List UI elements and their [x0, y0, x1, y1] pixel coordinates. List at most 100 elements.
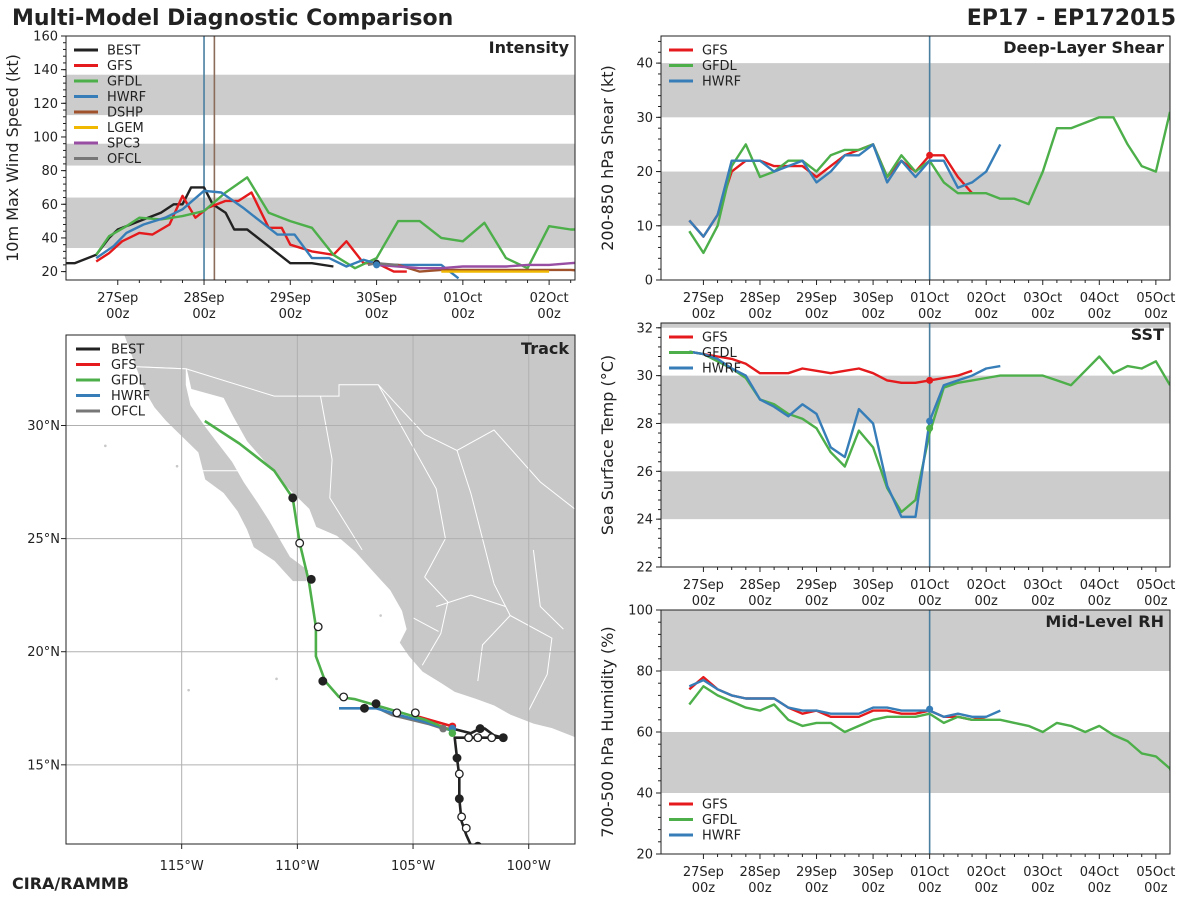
lon-label: 105°W	[391, 859, 435, 874]
x-tick-day: 01Oct	[443, 291, 482, 306]
island	[275, 677, 278, 681]
shade-band	[661, 323, 1170, 328]
x-tick-hour: 00z	[918, 881, 942, 896]
y-tick-label: 32	[636, 321, 653, 336]
x-tick-day: 29Sep	[796, 865, 837, 880]
y-tick-label: 20	[41, 265, 58, 280]
x-tick-hour: 00z	[805, 594, 829, 609]
legend-label: GFDL	[702, 346, 738, 361]
state-border	[320, 396, 363, 551]
legend-label: HWRF	[702, 829, 741, 844]
state-border	[509, 615, 553, 711]
series-gfs	[95, 191, 407, 273]
track-point	[313, 622, 323, 632]
plot-frame	[65, 334, 576, 845]
y-tick-label: 24	[636, 513, 653, 528]
y-tick-label: 80	[636, 665, 653, 680]
track-hwrf	[339, 707, 453, 733]
track-point	[454, 769, 464, 779]
x-tick-hour: 00z	[365, 307, 389, 322]
track-point	[452, 753, 462, 763]
panel-title: Track	[521, 339, 569, 358]
x-tick-hour: 00z	[861, 594, 885, 609]
x-tick-day: 04Oct	[1080, 291, 1119, 306]
panel-shear: 01020304027Sep00z28Sep00z29Sep00z30Sep00…	[598, 35, 1175, 322]
x-tick-day: 30Sep	[356, 291, 397, 306]
shade-band	[66, 143, 575, 166]
legend-label: HWRF	[111, 389, 150, 404]
x-tick-hour: 00z	[1144, 881, 1168, 896]
y-tick-label: 100	[628, 604, 653, 619]
lon-label: 110°W	[275, 859, 319, 874]
y-tick-label: 26	[636, 465, 653, 480]
series-group	[688, 675, 1170, 773]
x-tick-day: 27Sep	[683, 291, 724, 306]
legend-label: GFS	[702, 44, 728, 59]
shade-band	[66, 74, 575, 116]
state-border	[532, 549, 564, 630]
legend-label: DSHP	[107, 106, 143, 121]
y-tick-label: 80	[41, 164, 58, 179]
y-tick-label: 10	[636, 219, 653, 234]
legend-label: GFS	[107, 59, 133, 74]
track-point	[339, 692, 349, 702]
legend-label: BEST	[107, 44, 140, 59]
legend-label: HWRF	[107, 90, 146, 105]
shade-band	[661, 610, 1170, 671]
shade-band	[661, 63, 1170, 118]
y-axis-label: 10m Max Wind Speed (kt)	[3, 54, 22, 262]
series-group	[689, 350, 1170, 518]
lat-label: 20°N	[27, 645, 60, 660]
x-tick-hour: 00z	[805, 307, 829, 322]
track-point	[392, 708, 402, 718]
legend-label: GFDL	[702, 59, 738, 74]
x-tick-hour: 00z	[748, 594, 772, 609]
island	[104, 444, 107, 448]
x-tick-day: 28Sep	[184, 291, 225, 306]
y-axis-label: 200-850 hPa Shear (kt)	[598, 65, 617, 251]
x-tick-hour: 00z	[975, 881, 999, 896]
track-point	[475, 724, 485, 734]
series-group	[66, 176, 575, 280]
legend-label: GFDL	[702, 813, 738, 828]
y-tick-label: 30	[636, 111, 653, 126]
chart-panels: 2040608010012014016027Sep00z28Sep00z29Se…	[3, 30, 1175, 897]
track-point	[318, 676, 328, 686]
track-point	[464, 733, 474, 743]
panel-intensity: 2040608010012014016027Sep00z28Sep00z29Se…	[3, 30, 576, 322]
x-tick-hour: 00z	[1088, 881, 1112, 896]
series-gfs	[688, 143, 974, 238]
y-tick-label: 140	[33, 63, 58, 78]
legend-label: GFS	[702, 798, 728, 813]
storm-id: EP17 - EP172015	[967, 6, 1176, 31]
state-border	[186, 368, 575, 510]
y-tick-label: 20	[636, 165, 653, 180]
x-tick-day: 30Sep	[853, 865, 894, 880]
panel-sst: 22242628303227Sep00z28Sep00z29Sep00z30Se…	[598, 321, 1175, 609]
series-hwrf	[688, 143, 1002, 238]
y-tick-label: 100	[33, 130, 58, 145]
series-gfdl	[95, 176, 575, 270]
state-border	[412, 617, 439, 632]
series-group	[688, 111, 1170, 255]
x-tick-day: 04Oct	[1080, 578, 1119, 593]
panel-title: Mid-Level RH	[1045, 612, 1164, 631]
shade-band	[661, 732, 1170, 793]
island	[379, 614, 382, 617]
x-tick-hour: 00z	[748, 307, 772, 322]
x-tick-hour: 00z	[1031, 881, 1055, 896]
marker-gfs	[926, 151, 934, 159]
x-tick-day: 29Sep	[796, 291, 837, 306]
x-tick-day: 28Sep	[739, 865, 780, 880]
track-point	[410, 708, 420, 718]
panel-rh: 2040608010027Sep00z28Sep00z29Sep00z30Sep…	[598, 604, 1175, 897]
y-tick-label: 40	[636, 57, 653, 72]
legend-label: BEST	[111, 343, 144, 358]
x-tick-hour: 00z	[748, 881, 772, 896]
x-tick-hour: 00z	[1144, 307, 1168, 322]
lon-label: 100°W	[507, 859, 551, 874]
y-tick-label: 0	[645, 274, 653, 289]
x-tick-day: 05Oct	[1136, 578, 1175, 593]
track-point	[371, 699, 381, 709]
x-tick-day: 30Sep	[853, 291, 894, 306]
